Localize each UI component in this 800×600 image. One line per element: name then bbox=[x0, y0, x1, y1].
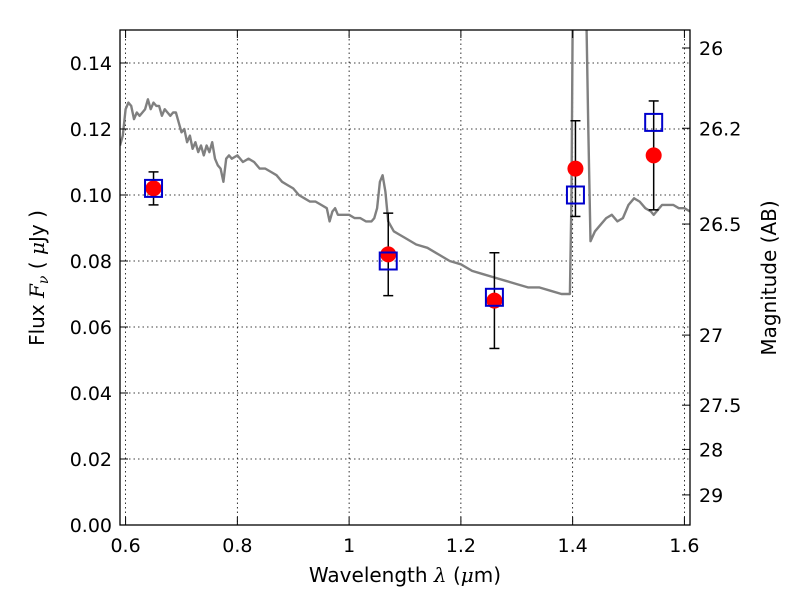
x-tick-label: 0.8 bbox=[222, 535, 252, 557]
y2-tick-label: 26 bbox=[699, 38, 723, 60]
plot-background bbox=[120, 30, 690, 525]
y-tick-label: 0.14 bbox=[70, 53, 112, 75]
observed-point bbox=[145, 180, 162, 197]
x-tick-label: 1.6 bbox=[669, 535, 699, 557]
model-photometry-square bbox=[644, 112, 664, 132]
model-photometry-square bbox=[484, 287, 504, 307]
y-tick-label: 0.00 bbox=[70, 515, 112, 537]
observed-point bbox=[380, 246, 397, 263]
y-tick-label: 0.10 bbox=[70, 185, 112, 207]
x-tick-label: 1 bbox=[343, 535, 355, 557]
y2-tick-label: 27 bbox=[699, 325, 723, 347]
y-axis-title: Flux Fν ( μJy ) bbox=[25, 210, 52, 346]
y2-axis-title: Magnitude (AB) bbox=[757, 200, 781, 355]
model-photometry-square bbox=[378, 251, 398, 271]
model-photometry-square bbox=[565, 185, 585, 205]
plot-frame bbox=[119, 29, 691, 526]
plot-area bbox=[120, 30, 690, 350]
model-spectrum-line bbox=[120, 30, 690, 296]
model-photometry-square bbox=[144, 178, 164, 198]
y-tick-label: 0.08 bbox=[70, 251, 112, 273]
axis-ticks: 0.6 0.8 1 1.2 1.4 1.6 0.00 0.02 0.04 0.06 0.08 0.10… bbox=[70, 30, 741, 557]
x-tick-label: 1.2 bbox=[446, 535, 476, 557]
x-tick-label: 1.4 bbox=[558, 535, 588, 557]
y2-tick-label: 29 bbox=[699, 485, 723, 507]
y2-tick-label: 26.2 bbox=[699, 118, 741, 140]
observed-point bbox=[645, 147, 662, 164]
y2-tick-label: 27.5 bbox=[699, 395, 741, 417]
x-tick-label: 0.6 bbox=[110, 535, 140, 557]
x-axis-title: Wavelength λ (μm) bbox=[309, 563, 501, 587]
y-tick-label: 0.02 bbox=[70, 449, 112, 471]
y-tick-label: 0.12 bbox=[70, 119, 112, 141]
y2-tick-label: 28 bbox=[699, 439, 723, 461]
observed-point bbox=[567, 160, 584, 177]
y2-tick-label: 26.5 bbox=[699, 214, 741, 236]
y-tick-label: 0.04 bbox=[70, 383, 112, 405]
y-tick-label: 0.06 bbox=[70, 317, 112, 339]
observed-point bbox=[486, 292, 503, 309]
